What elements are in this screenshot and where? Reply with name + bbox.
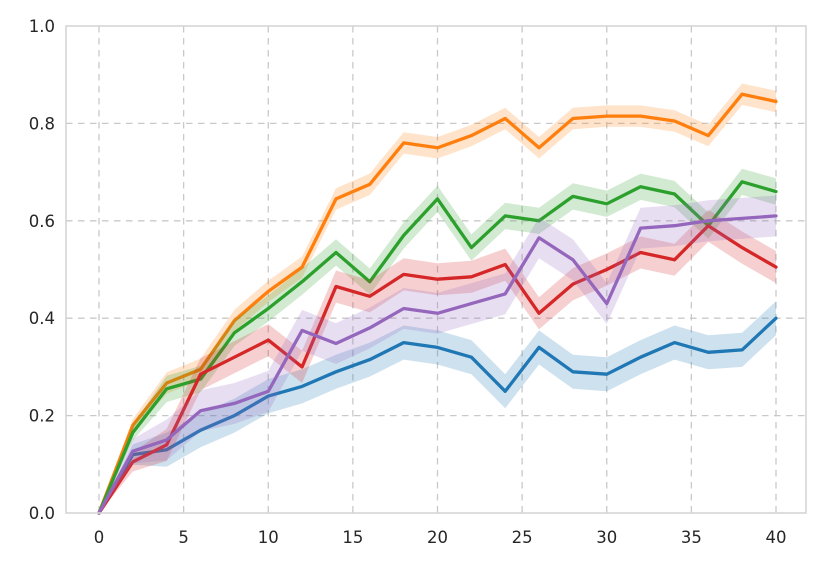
series-purple-line bbox=[97, 214, 778, 515]
series-blue-line bbox=[97, 316, 778, 515]
series-red-line bbox=[97, 224, 778, 515]
series-orange-band bbox=[99, 83, 776, 513]
x-tick-label: 10 bbox=[258, 528, 279, 547]
x-tick-label: 15 bbox=[342, 528, 363, 547]
y-tick-label: 0.6 bbox=[29, 212, 55, 231]
x-tick-label: 5 bbox=[178, 528, 189, 547]
y-tick-label: 0.4 bbox=[29, 309, 55, 328]
y-tick-label: 1.0 bbox=[29, 17, 55, 36]
x-tick-label: 30 bbox=[596, 528, 617, 547]
x-tick-label: 35 bbox=[681, 528, 702, 547]
x-tick-label: 0 bbox=[94, 528, 105, 547]
series-green-band bbox=[99, 168, 776, 513]
series-orange-line bbox=[97, 92, 778, 515]
x-tick-label: 40 bbox=[766, 528, 787, 547]
series-purple-band bbox=[99, 195, 776, 513]
plot-frame bbox=[65, 25, 807, 514]
x-tick-label: 20 bbox=[427, 528, 448, 547]
y-tick-label: 0.8 bbox=[29, 114, 55, 133]
x-tick-label: 25 bbox=[512, 528, 533, 547]
series-red-band bbox=[99, 209, 776, 513]
series-green-line bbox=[97, 180, 778, 515]
y-tick-label: 0.0 bbox=[29, 504, 55, 523]
y-tick-label: 0.2 bbox=[29, 407, 55, 426]
series-blue-band bbox=[99, 301, 776, 513]
